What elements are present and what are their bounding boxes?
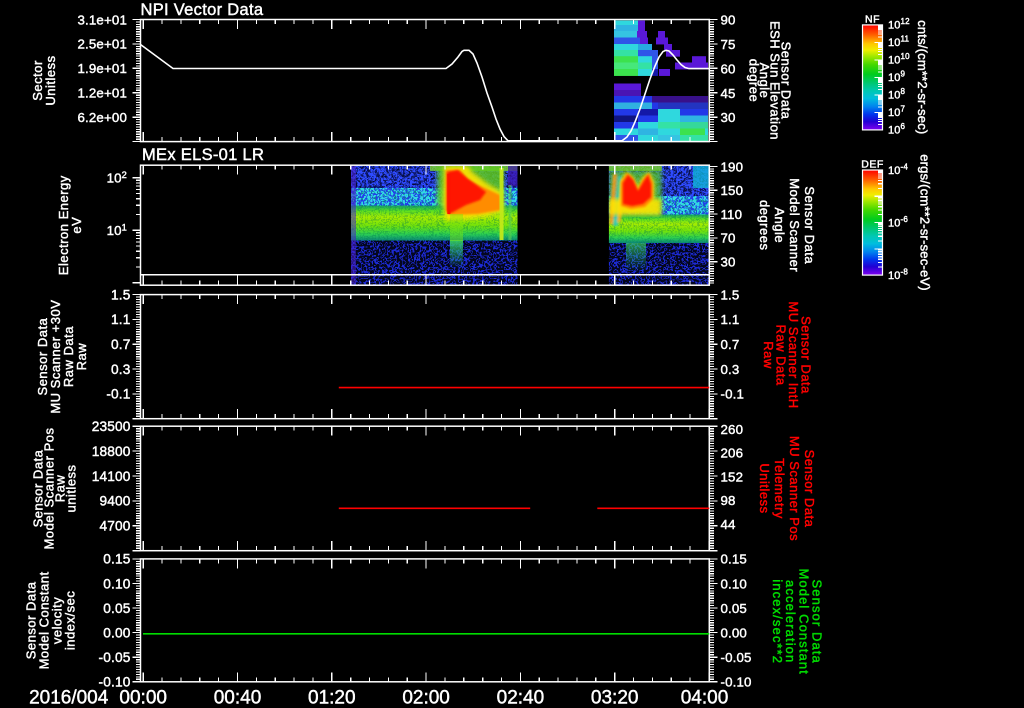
svg-text:01:20: 01:20 — [308, 687, 356, 708]
svg-text:6.2e+00: 6.2e+00 — [78, 110, 128, 125]
svg-text:DEF: DEF — [861, 159, 884, 171]
svg-text:1.5: 1.5 — [721, 287, 740, 302]
svg-text:-0.10: -0.10 — [99, 675, 131, 690]
svg-text:MEx ELS-01 LR: MEx ELS-01 LR — [142, 146, 264, 164]
svg-text:Raw: Raw — [761, 341, 776, 369]
svg-text:Sensor Data: Sensor Data — [810, 580, 825, 664]
svg-text:Raw: Raw — [53, 475, 68, 503]
svg-text:70: 70 — [721, 231, 736, 246]
svg-text:206: 206 — [721, 446, 744, 461]
svg-text:90: 90 — [721, 13, 736, 28]
svg-text:Sensor Data: Sensor Data — [778, 42, 793, 120]
svg-text:Sensor Data: Sensor Data — [24, 581, 39, 659]
svg-text:0.7: 0.7 — [111, 337, 130, 352]
svg-text:NF: NF — [865, 13, 880, 25]
svg-text:0.10: 0.10 — [103, 576, 130, 591]
svg-text:44: 44 — [721, 517, 736, 532]
svg-text:18800: 18800 — [92, 444, 131, 459]
svg-text:10-8: 10-8 — [888, 267, 908, 282]
svg-text:Raw Data: Raw Data — [61, 326, 76, 387]
svg-text:260: 260 — [721, 422, 744, 437]
svg-text:14100: 14100 — [92, 469, 131, 484]
svg-text:152: 152 — [721, 469, 744, 484]
svg-text:02:40: 02:40 — [497, 687, 545, 708]
svg-text:eV: eV — [69, 217, 84, 234]
svg-text:23500: 23500 — [92, 419, 131, 434]
svg-text:0.00: 0.00 — [103, 625, 130, 640]
svg-text:Sensor Data: Sensor Data — [799, 316, 814, 394]
svg-text:2016/004: 2016/004 — [29, 687, 109, 708]
svg-text:0.15: 0.15 — [103, 552, 130, 567]
svg-text:Telemetry: Telemetry — [772, 458, 787, 519]
svg-text:190: 190 — [721, 159, 744, 174]
svg-text:-0.05: -0.05 — [99, 650, 131, 665]
svg-text:Electron Energy: Electron Energy — [56, 175, 71, 275]
svg-text:Angle: Angle — [772, 207, 787, 243]
svg-text:Sensor Data: Sensor Data — [802, 450, 817, 528]
svg-text:-0.05: -0.05 — [721, 650, 752, 665]
svg-text:1.5: 1.5 — [111, 287, 131, 302]
svg-text:degrees: degrees — [757, 200, 772, 250]
svg-text:30: 30 — [721, 255, 736, 270]
svg-text:0.05: 0.05 — [103, 601, 130, 616]
svg-text:Sector: Sector — [30, 60, 45, 101]
svg-text:0.7: 0.7 — [721, 337, 740, 352]
svg-text:-0.1: -0.1 — [721, 387, 745, 402]
svg-text:00:40: 00:40 — [214, 687, 262, 708]
svg-text:0.00: 0.00 — [721, 625, 747, 640]
svg-text:3.1e+01: 3.1e+01 — [78, 12, 128, 27]
svg-text:150: 150 — [721, 183, 744, 198]
svg-text:03:20: 03:20 — [591, 687, 639, 708]
svg-text:110: 110 — [721, 207, 743, 222]
svg-text:index/sec: index/sec — [63, 591, 78, 650]
svg-text:Angle: Angle — [757, 63, 772, 99]
svg-text:MU Scanner +30V: MU Scanner +30V — [48, 300, 63, 414]
svg-text:00:00: 00:00 — [119, 687, 167, 708]
svg-text:NPI Vector Data: NPI Vector Data — [141, 1, 264, 19]
svg-text:Model Scanner Pos: Model Scanner Pos — [42, 428, 57, 550]
svg-text:0.10: 0.10 — [721, 576, 747, 591]
svg-text:1.1: 1.1 — [111, 312, 130, 327]
svg-text:1.1: 1.1 — [721, 312, 740, 327]
svg-text:0.3: 0.3 — [721, 362, 740, 377]
svg-text:0.05: 0.05 — [721, 601, 747, 616]
svg-text:60: 60 — [721, 61, 736, 76]
svg-text:Model Constant: Model Constant — [37, 571, 52, 669]
svg-text:30: 30 — [721, 110, 736, 125]
svg-text:Model Scanner: Model Scanner — [787, 178, 802, 272]
svg-text:degree: degree — [746, 59, 761, 102]
svg-text:Sensor Data: Sensor Data — [31, 449, 46, 527]
svg-text:MU Scanner IntH: MU Scanner IntH — [786, 301, 801, 408]
svg-text:acceleration: acceleration — [783, 580, 798, 663]
svg-text:Raw: Raw — [74, 343, 89, 371]
svg-text:cnts/(cm**2-sr-sec): cnts/(cm**2-sr-sec) — [915, 20, 930, 134]
svg-text:Sensor Data: Sensor Data — [35, 317, 50, 395]
svg-text:4700: 4700 — [99, 519, 130, 534]
svg-text:-0.1: -0.1 — [106, 387, 130, 402]
svg-text:incex/sec**2: incex/sec**2 — [770, 579, 785, 664]
svg-text:45: 45 — [721, 86, 736, 101]
svg-text:1.2e+01: 1.2e+01 — [78, 86, 128, 101]
svg-text:02:00: 02:00 — [402, 687, 450, 708]
svg-text:unitless: unitless — [64, 464, 79, 512]
svg-text:Sensor Data: Sensor Data — [802, 186, 817, 264]
svg-text:MU Scanner Pos: MU Scanner Pos — [787, 436, 802, 541]
svg-text:0.3: 0.3 — [111, 362, 131, 377]
svg-text:9400: 9400 — [99, 494, 130, 509]
svg-text:0.15: 0.15 — [721, 552, 747, 567]
svg-text:1.9e+01: 1.9e+01 — [78, 61, 128, 76]
svg-text:Unitless: Unitless — [43, 55, 58, 105]
svg-text:ergs/(cm**2-sr-sec-eV): ergs/(cm**2-sr-sec-eV) — [918, 154, 933, 291]
svg-text:ESH Sun Elevation: ESH Sun Elevation — [768, 21, 783, 140]
svg-text:2.5e+01: 2.5e+01 — [78, 37, 128, 52]
svg-text:75: 75 — [721, 37, 736, 52]
svg-text:velocity: velocity — [50, 597, 65, 644]
svg-text:Raw Data: Raw Data — [774, 324, 789, 385]
svg-text:04:00: 04:00 — [681, 687, 729, 708]
svg-text:98: 98 — [721, 493, 736, 508]
svg-text:-0.10: -0.10 — [721, 675, 752, 690]
svg-text:Model Constant: Model Constant — [796, 568, 811, 674]
svg-text:Unitless: Unitless — [757, 463, 772, 513]
